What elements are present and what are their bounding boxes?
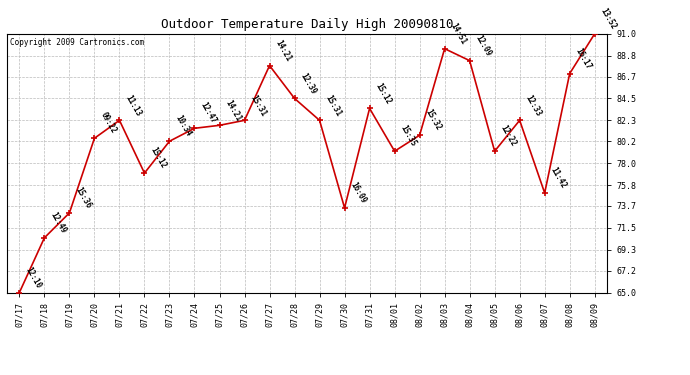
Text: Copyright 2009 Cartronics.com: Copyright 2009 Cartronics.com <box>10 38 144 46</box>
Text: 15:12: 15:12 <box>374 81 393 106</box>
Text: 12:39: 12:39 <box>299 71 318 96</box>
Text: 10:34: 10:34 <box>174 114 193 138</box>
Text: 12:09: 12:09 <box>474 33 493 58</box>
Text: 12:49: 12:49 <box>48 210 68 235</box>
Text: 14:21: 14:21 <box>224 98 243 123</box>
Text: 15:12: 15:12 <box>148 146 168 170</box>
Text: 15:32: 15:32 <box>424 108 443 132</box>
Text: 12:47: 12:47 <box>199 101 218 126</box>
Text: 11:13: 11:13 <box>124 93 143 117</box>
Text: 12:22: 12:22 <box>499 124 518 148</box>
Text: 15:31: 15:31 <box>248 93 268 117</box>
Text: 09:22: 09:22 <box>99 111 118 135</box>
Text: 15:35: 15:35 <box>399 124 418 148</box>
Text: 14:51: 14:51 <box>448 21 468 46</box>
Text: 15:31: 15:31 <box>324 93 343 117</box>
Text: 12:10: 12:10 <box>23 265 43 290</box>
Title: Outdoor Temperature Daily High 20090810: Outdoor Temperature Daily High 20090810 <box>161 18 453 31</box>
Text: 16:17: 16:17 <box>574 46 593 71</box>
Text: 11:42: 11:42 <box>549 166 568 190</box>
Text: 16:09: 16:09 <box>348 181 368 205</box>
Text: 14:21: 14:21 <box>274 38 293 63</box>
Text: 12:33: 12:33 <box>524 93 543 117</box>
Text: 13:52: 13:52 <box>599 6 618 31</box>
Text: 15:36: 15:36 <box>74 186 93 210</box>
